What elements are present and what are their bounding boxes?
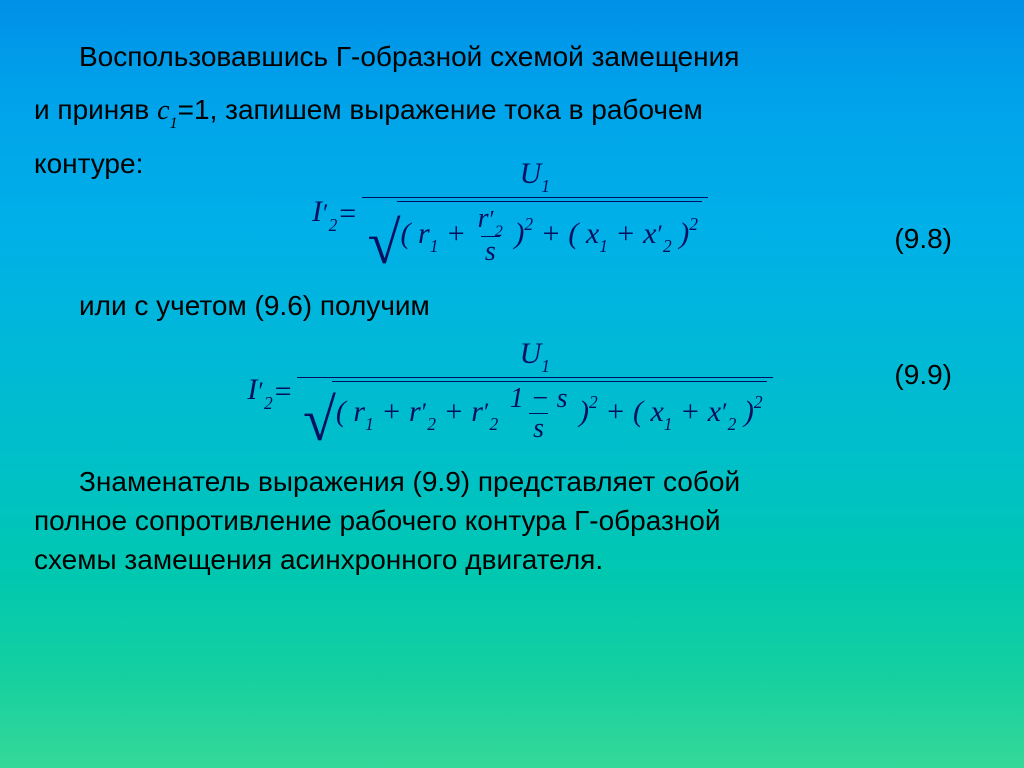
numerator-U1: U1 [514, 157, 556, 197]
paragraph-3a: Знаменатель выражения (9.9) представляет… [34, 462, 990, 501]
p1-line-c: =1, запишем выражение тока в рабочем [178, 94, 703, 125]
paragraph-2: или с учетом (9.6) получим [34, 279, 990, 332]
rhs-fraction-2: U1 √ ( r1 + r′2 + r′2 1 − s s )2 + ( x1 … [297, 337, 773, 448]
frac-1-minus-s-over-s: 1 − s s [508, 385, 570, 443]
equals-2: = [273, 375, 293, 409]
frac-r2-over-s: r′2 s [476, 205, 505, 267]
eqn-label-9-9: (9.9) [894, 359, 952, 391]
equation-9-9: I′2 = U1 √ ( r1 + r′2 + r′2 1 − s s )2 [34, 337, 990, 448]
numerator-U1-2: U1 [514, 337, 556, 377]
p1-line-b: и приняв [34, 94, 157, 125]
p3-line-a: Знаменатель выражения (9.9) представляет… [79, 466, 740, 497]
p1-line-a: Воспользовавшись Г-образной схемой замещ… [79, 41, 739, 72]
paragraph-1b: и приняв c1=1, запишем выражение тока в … [34, 83, 990, 137]
paragraph-3b: полное сопротивление рабочего контура Г-… [34, 501, 990, 540]
p2-text: или с учетом (9.6) получим [79, 290, 430, 321]
denominator-sqrt-2: √ ( r1 + r′2 + r′2 1 − s s )2 + ( x1 + x… [297, 377, 773, 448]
denominator-sqrt: √ ( r1 + r′2 s )2 + ( x1 + x′2 )2 [362, 197, 708, 272]
equation-9-8: I′2 = U1 √ ( r1 + r′2 s )2 + [34, 157, 990, 272]
lhs-I2prime-2: I′2 [247, 373, 272, 411]
rhs-fraction: U1 √ ( r1 + r′2 s )2 + ( x1 + x′2 )2 [362, 157, 708, 272]
p3-line-c: схемы замещения асинхронного двигателя. [34, 544, 603, 575]
eqn-label-9-8: (9.8) [894, 223, 952, 255]
p3-line-b: полное сопротивление рабочего контура Г-… [34, 505, 721, 536]
paragraph-3c: схемы замещения асинхронного двигателя. [34, 540, 990, 579]
equals: = [337, 197, 357, 231]
paragraph-1: Воспользовавшись Г-образной схемой замещ… [34, 30, 990, 83]
lhs-I2prime: I′2 [312, 195, 337, 233]
var-c1: c1 [157, 95, 178, 126]
